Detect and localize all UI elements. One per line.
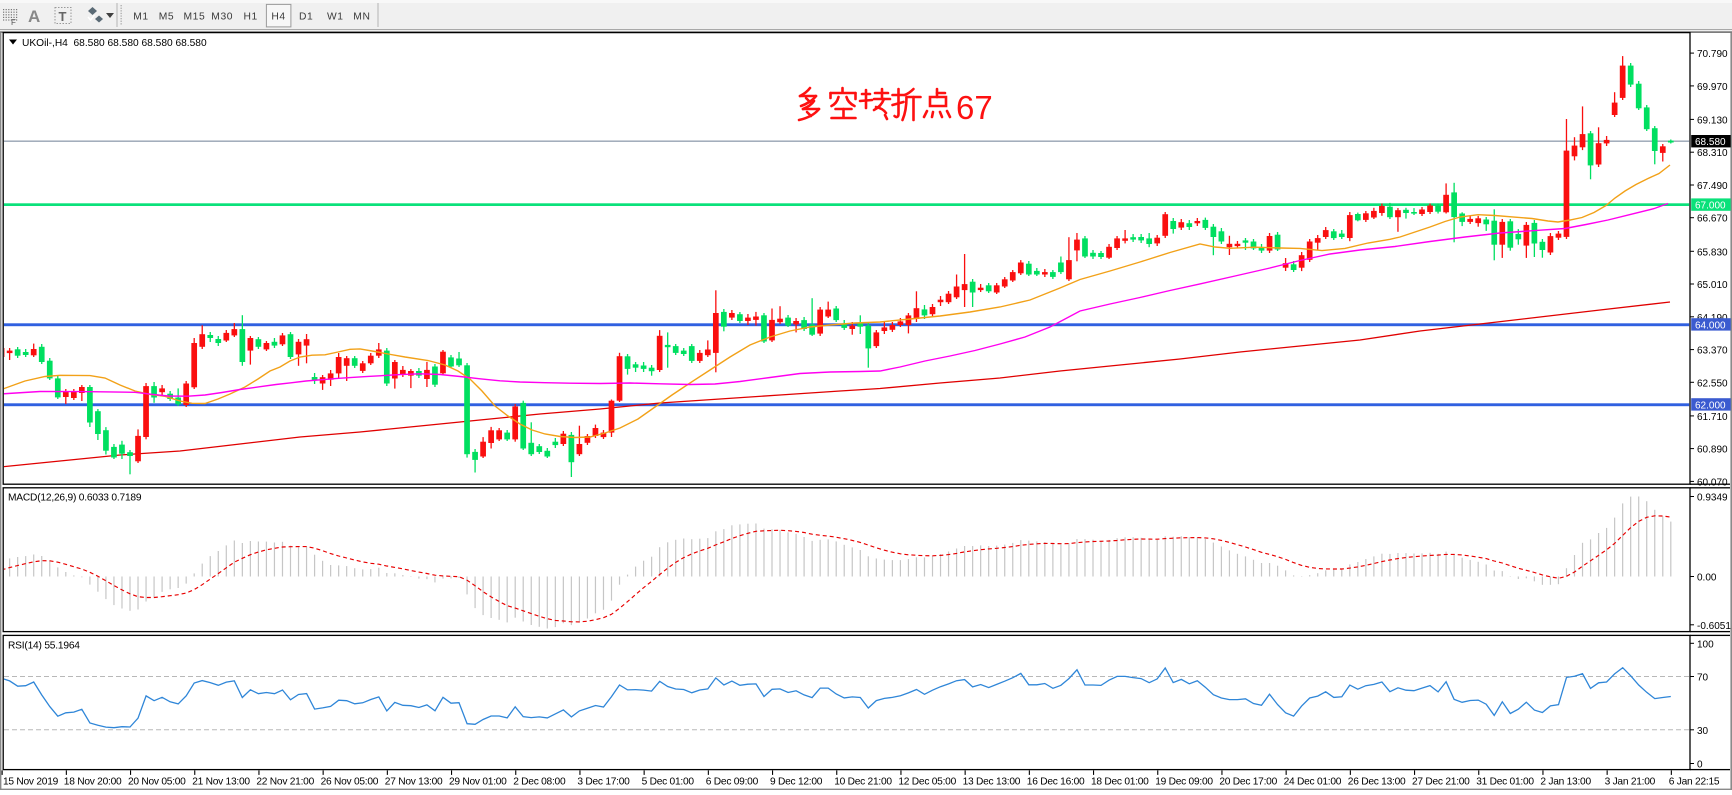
svg-text:3 Dec 17:00: 3 Dec 17:00 xyxy=(577,777,630,788)
svg-text:29 Nov 01:00: 29 Nov 01:00 xyxy=(449,777,507,788)
svg-text:M15: M15 xyxy=(183,12,205,23)
svg-text:65.830: 65.830 xyxy=(1697,247,1728,258)
svg-text:12 Dec 05:00: 12 Dec 05:00 xyxy=(898,777,956,788)
svg-text:M30: M30 xyxy=(211,12,233,23)
svg-text:27 Nov 13:00: 27 Nov 13:00 xyxy=(385,777,443,788)
svg-text:0: 0 xyxy=(1697,760,1703,771)
svg-text:MN: MN xyxy=(353,12,370,23)
svg-text:61.710: 61.710 xyxy=(1697,412,1728,423)
svg-text:H4: H4 xyxy=(271,12,285,23)
svg-text:31 Dec 01:00: 31 Dec 01:00 xyxy=(1476,777,1534,788)
svg-text:26 Dec 13:00: 26 Dec 13:00 xyxy=(1348,777,1406,788)
svg-text:18 Dec 01:00: 18 Dec 01:00 xyxy=(1091,777,1149,788)
svg-text:W1: W1 xyxy=(327,12,344,23)
svg-text:65.010: 65.010 xyxy=(1697,280,1728,291)
svg-text:D1: D1 xyxy=(299,12,313,23)
svg-text:F: F xyxy=(11,18,16,27)
svg-text:30: 30 xyxy=(1697,726,1709,737)
svg-text:9 Dec 12:00: 9 Dec 12:00 xyxy=(770,777,823,788)
svg-text:67.490: 67.490 xyxy=(1697,181,1728,192)
svg-text:-0.6051: -0.6051 xyxy=(1697,621,1731,632)
svg-text:2 Dec 08:00: 2 Dec 08:00 xyxy=(513,777,566,788)
svg-text:20 Dec 17:00: 20 Dec 17:00 xyxy=(1219,777,1277,788)
svg-text:H1: H1 xyxy=(244,12,258,23)
svg-text:2 Jan 13:00: 2 Jan 13:00 xyxy=(1540,777,1591,788)
svg-text:20 Nov 05:00: 20 Nov 05:00 xyxy=(128,777,186,788)
svg-text:19 Dec 09:00: 19 Dec 09:00 xyxy=(1155,777,1213,788)
svg-text:68.580: 68.580 xyxy=(1695,137,1726,148)
svg-text:0.00: 0.00 xyxy=(1697,573,1717,584)
svg-text:67: 67 xyxy=(956,89,993,126)
svg-text:62.000: 62.000 xyxy=(1695,400,1726,411)
svg-text:6 Dec 09:00: 6 Dec 09:00 xyxy=(706,777,759,788)
svg-text:3 Jan 21:00: 3 Jan 21:00 xyxy=(1605,777,1656,788)
svg-text:5 Dec 01:00: 5 Dec 01:00 xyxy=(642,777,695,788)
svg-text:24 Dec 01:00: 24 Dec 01:00 xyxy=(1284,777,1342,788)
svg-text:68.310: 68.310 xyxy=(1697,148,1728,159)
svg-text:18 Nov 20:00: 18 Nov 20:00 xyxy=(64,777,122,788)
svg-text:100: 100 xyxy=(1697,639,1714,650)
svg-text:62.550: 62.550 xyxy=(1697,378,1728,389)
svg-text:21 Nov 13:00: 21 Nov 13:00 xyxy=(192,777,250,788)
svg-text:6 Jan 22:15: 6 Jan 22:15 xyxy=(1669,777,1720,788)
svg-text:70.790: 70.790 xyxy=(1697,49,1728,60)
svg-text:66.670: 66.670 xyxy=(1697,214,1728,225)
svg-text:60.890: 60.890 xyxy=(1697,445,1728,456)
svg-text:64.000: 64.000 xyxy=(1695,320,1726,331)
svg-text:16 Dec 16:00: 16 Dec 16:00 xyxy=(1027,777,1085,788)
svg-text:27 Dec 21:00: 27 Dec 21:00 xyxy=(1412,777,1470,788)
svg-text:RSI(14) 55.1964: RSI(14) 55.1964 xyxy=(8,641,80,652)
svg-text:69.130: 69.130 xyxy=(1697,115,1728,126)
svg-text:67.000: 67.000 xyxy=(1695,201,1726,212)
svg-text:T: T xyxy=(59,9,67,24)
svg-text:10 Dec 21:00: 10 Dec 21:00 xyxy=(834,777,892,788)
svg-text:0.9349: 0.9349 xyxy=(1697,493,1728,504)
svg-text:69.970: 69.970 xyxy=(1697,82,1728,93)
svg-text:13 Dec 13:00: 13 Dec 13:00 xyxy=(963,777,1021,788)
svg-text:15 Nov 2019: 15 Nov 2019 xyxy=(3,777,59,788)
svg-text:M1: M1 xyxy=(133,12,149,23)
svg-text:22 Nov 21:00: 22 Nov 21:00 xyxy=(256,777,314,788)
svg-text:26 Nov 05:00: 26 Nov 05:00 xyxy=(321,777,379,788)
svg-text:M5: M5 xyxy=(159,12,175,23)
svg-text:UKOil-,H4 68.580 68.580 68.58: UKOil-,H4 68.580 68.580 68.580 68.580 xyxy=(22,38,207,49)
svg-text:60.070: 60.070 xyxy=(1697,477,1728,488)
svg-text:MACD(12,26,9) 0.6033 0.7189: MACD(12,26,9) 0.6033 0.7189 xyxy=(8,493,142,504)
svg-text:A: A xyxy=(28,7,40,26)
svg-text:70: 70 xyxy=(1697,673,1709,684)
svg-text:63.370: 63.370 xyxy=(1697,346,1728,357)
